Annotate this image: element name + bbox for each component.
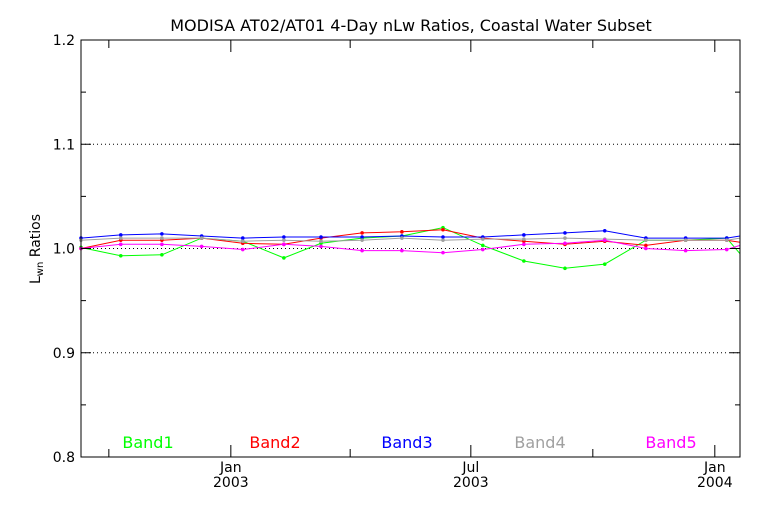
series-line-band5 (80, 239, 741, 254)
y-tick-label: 0.8 (53, 450, 75, 466)
data-point (602, 228, 607, 233)
y-axis-label-main: L (28, 276, 44, 284)
legend-item-band2: Band2 (249, 433, 300, 452)
data-point (480, 247, 485, 252)
data-point (240, 239, 245, 244)
data-point (360, 238, 364, 242)
data-point (319, 235, 323, 239)
data-point (522, 259, 526, 263)
data-point (360, 231, 364, 235)
data-series (79, 225, 741, 271)
data-point (160, 242, 164, 247)
data-point (724, 247, 729, 252)
data-point (360, 248, 364, 253)
y-axis-label-rest: Ratios (28, 214, 44, 262)
data-point (563, 236, 567, 240)
data-point (160, 252, 164, 257)
data-point (480, 243, 485, 248)
data-point (644, 243, 648, 248)
data-point (683, 238, 688, 242)
y-tick-label: 1.1 (53, 137, 75, 153)
data-point (400, 248, 404, 253)
data-point (441, 238, 445, 242)
data-point (319, 244, 323, 249)
data-point (400, 236, 404, 240)
y-axis-label: Lwn Ratios (28, 214, 46, 284)
data-point (400, 230, 404, 234)
data-point (602, 262, 607, 266)
legend-item-band1: Band1 (122, 433, 173, 452)
data-point (441, 250, 445, 255)
data-point (118, 236, 123, 240)
x-tick-label-month: Jan (703, 460, 726, 476)
data-point (644, 246, 648, 251)
x-tick-label-year: 2003 (213, 475, 249, 491)
data-point (160, 232, 164, 236)
data-point (522, 237, 526, 241)
data-point (644, 238, 648, 242)
data-point (602, 238, 607, 242)
data-point (360, 235, 364, 239)
legend-item-band4: Band4 (514, 433, 565, 452)
series-line-band4 (80, 237, 741, 242)
data-point (160, 236, 164, 240)
data-point (724, 238, 729, 242)
data-point (118, 253, 123, 258)
legend-item-band3: Band3 (381, 433, 432, 452)
legend: Band1 Band2 Band3 Band4 Band5 (122, 433, 696, 452)
data-point (282, 256, 286, 260)
x-tick-label-month: Jul (461, 460, 479, 476)
data-point (563, 266, 567, 271)
data-point (282, 238, 286, 242)
data-point (480, 237, 485, 241)
series-line-band3 (80, 230, 741, 239)
data-point (199, 244, 204, 249)
y-tick-label: 1.2 (53, 33, 75, 49)
y-tick-label: 1.0 (53, 242, 75, 258)
data-point (282, 242, 286, 247)
chart-title: MODISA AT02/AT01 4-Day nLw Ratios, Coast… (170, 16, 652, 35)
x-tick-label-month: Jan (219, 460, 242, 476)
data-point (118, 233, 123, 237)
data-point (319, 239, 323, 244)
data-point (441, 235, 445, 239)
data-point (522, 242, 526, 247)
grid-lines (81, 143, 740, 354)
y-axis-label-subscript: wn (35, 262, 46, 277)
data-point (240, 236, 245, 240)
legend-item-band5: Band5 (645, 433, 696, 452)
data-point (118, 242, 123, 247)
y-tick-label: 0.9 (53, 346, 75, 362)
data-point (522, 233, 526, 237)
data-point (441, 227, 445, 232)
x-tick-label-year: 2003 (453, 475, 489, 491)
data-point (683, 248, 688, 253)
data-point (563, 241, 567, 246)
data-point (199, 236, 204, 240)
data-point (282, 235, 286, 239)
data-point (563, 231, 567, 235)
x-tick-label-year: 2004 (697, 475, 733, 491)
data-point (240, 247, 245, 252)
